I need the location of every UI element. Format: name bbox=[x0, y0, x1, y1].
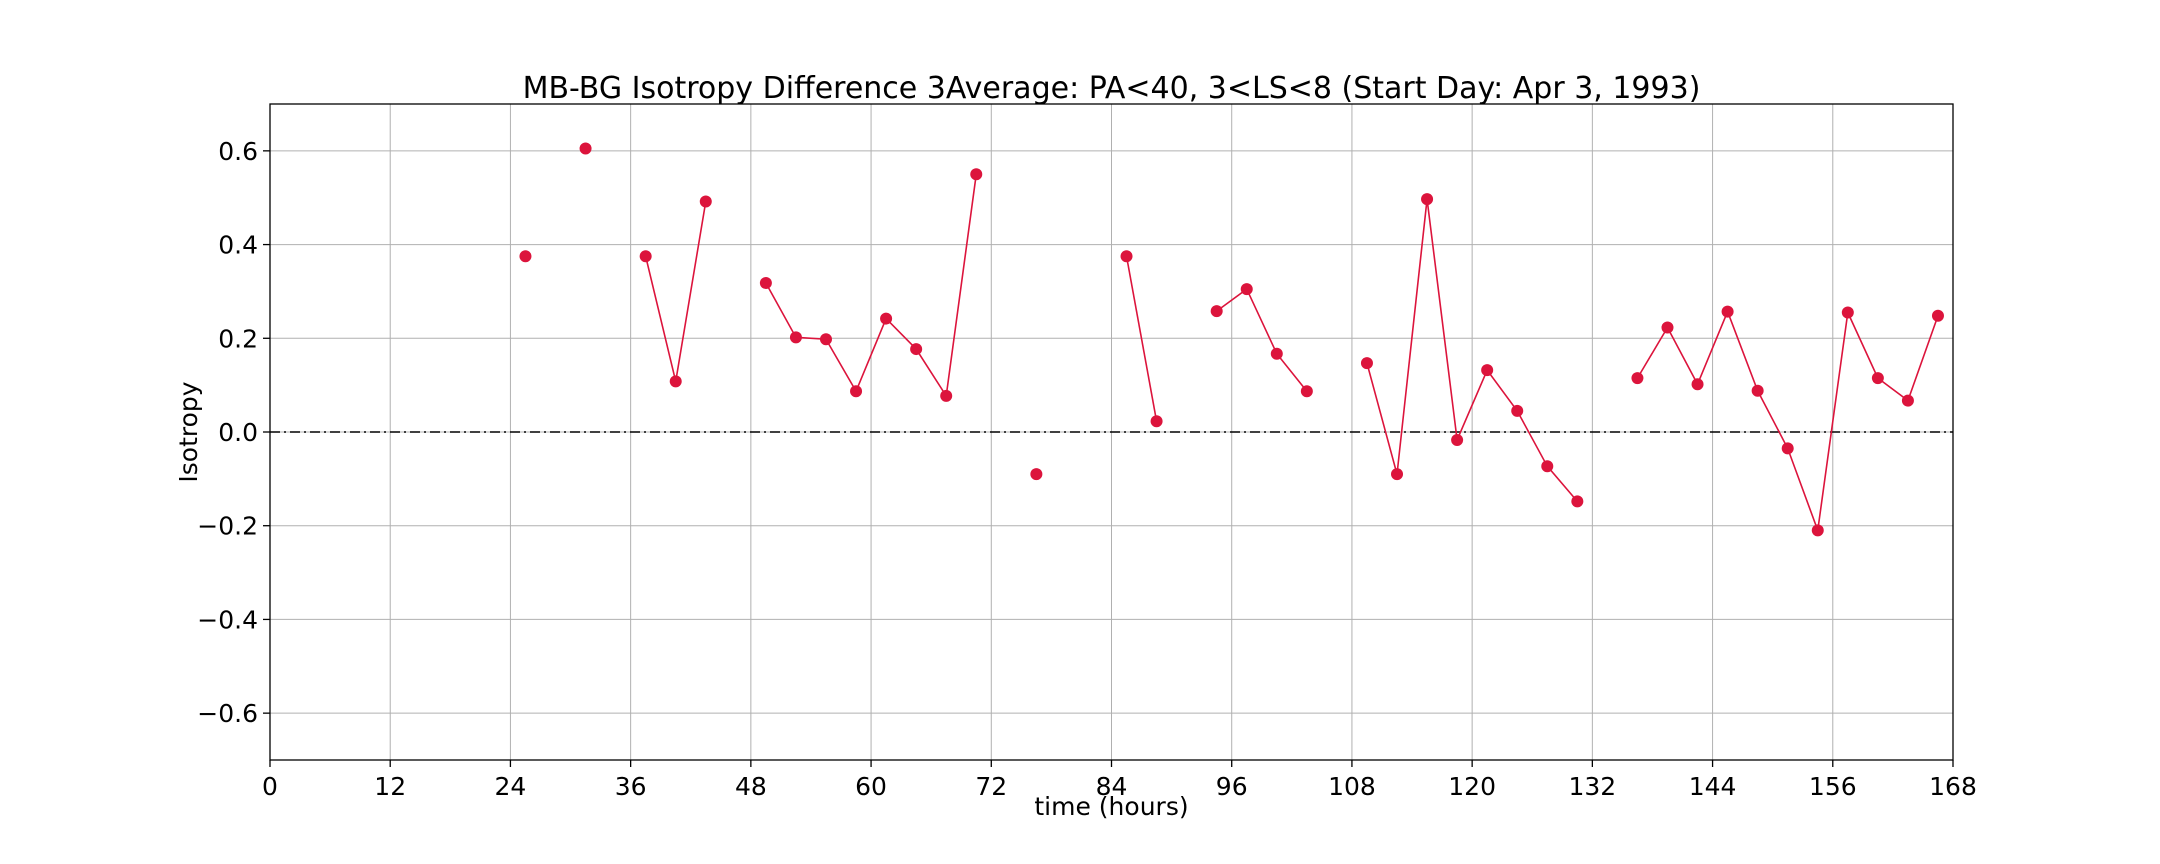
x-tick-label: 144 bbox=[1689, 772, 1737, 801]
x-tick-label: 96 bbox=[1216, 772, 1248, 801]
data-point bbox=[1210, 305, 1223, 318]
data-point bbox=[880, 312, 893, 325]
data-point bbox=[1841, 306, 1854, 319]
data-point bbox=[789, 331, 802, 344]
data-point bbox=[639, 250, 652, 263]
series-line-segment bbox=[644, 201, 707, 382]
x-tick-label: 120 bbox=[1448, 772, 1496, 801]
data-point bbox=[1481, 364, 1494, 377]
x-axis-label: time (hours) bbox=[1034, 792, 1188, 821]
data-point bbox=[1541, 460, 1554, 473]
data-point bbox=[1360, 357, 1373, 370]
series-line-segment bbox=[1216, 287, 1308, 392]
data-point bbox=[1030, 468, 1043, 481]
y-tick-label: 0.2 bbox=[218, 324, 258, 353]
data-point bbox=[1751, 384, 1764, 397]
x-tick-label: 36 bbox=[615, 772, 647, 801]
data-point bbox=[1691, 378, 1704, 391]
x-tick-label: 72 bbox=[975, 772, 1007, 801]
data-point bbox=[1391, 468, 1404, 481]
chart-title: MB-BG Isotropy Difference 3Average: PA<4… bbox=[523, 71, 1701, 106]
series-group bbox=[519, 142, 1944, 537]
data-point bbox=[1871, 372, 1884, 385]
ticks: 0 12 24 36 48 60 72 84 96 108 120 132 144 156 168 −0.6 −… bbox=[197, 137, 1977, 801]
data-point bbox=[1661, 321, 1674, 334]
x-tick-label: 60 bbox=[855, 772, 887, 801]
data-point bbox=[1931, 309, 1944, 322]
y-tick-label: −0.6 bbox=[197, 699, 258, 728]
series-line-segment bbox=[1366, 199, 1578, 502]
data-point bbox=[819, 333, 832, 346]
x-tick-label: 156 bbox=[1809, 772, 1857, 801]
data-point bbox=[1901, 394, 1914, 407]
data-point bbox=[1811, 524, 1824, 537]
y-tick-label: 0.6 bbox=[218, 137, 258, 166]
x-tick-label: 12 bbox=[374, 772, 406, 801]
series-line-segment bbox=[1636, 309, 1939, 531]
data-point bbox=[1300, 385, 1313, 398]
data-point bbox=[940, 389, 953, 402]
y-tick-label: 0.0 bbox=[218, 418, 258, 447]
data-point bbox=[850, 385, 863, 398]
data-point bbox=[579, 142, 592, 155]
data-point bbox=[1421, 193, 1434, 206]
data-point bbox=[1451, 433, 1464, 446]
x-tick-label: 168 bbox=[1929, 772, 1977, 801]
series-line-segment bbox=[1125, 256, 1158, 422]
data-point bbox=[519, 250, 532, 263]
data-point bbox=[1631, 372, 1644, 385]
y-tick-label: −0.2 bbox=[197, 512, 258, 541]
data-point bbox=[1270, 347, 1283, 360]
x-tick-label: 132 bbox=[1568, 772, 1616, 801]
data-point bbox=[1571, 495, 1584, 508]
data-point bbox=[1721, 305, 1734, 318]
y-tick-label: −0.4 bbox=[197, 605, 258, 634]
y-tick-label: 0.4 bbox=[218, 231, 258, 260]
data-point bbox=[1240, 283, 1253, 296]
data-point bbox=[699, 195, 712, 208]
data-point bbox=[970, 168, 983, 181]
data-point bbox=[1781, 442, 1794, 455]
data-point bbox=[1120, 250, 1133, 263]
data-point bbox=[910, 343, 923, 356]
x-tick-label: 24 bbox=[495, 772, 527, 801]
data-point bbox=[1511, 404, 1524, 417]
data-point bbox=[669, 375, 682, 388]
x-tick-label: 108 bbox=[1328, 772, 1376, 801]
data-point bbox=[1150, 415, 1163, 428]
y-axis-label: Isotropy bbox=[174, 381, 203, 482]
x-tick-label: 0 bbox=[262, 772, 278, 801]
x-tick-label: 48 bbox=[735, 772, 767, 801]
data-point bbox=[759, 276, 772, 289]
x-tick-label: 84 bbox=[1096, 772, 1128, 801]
